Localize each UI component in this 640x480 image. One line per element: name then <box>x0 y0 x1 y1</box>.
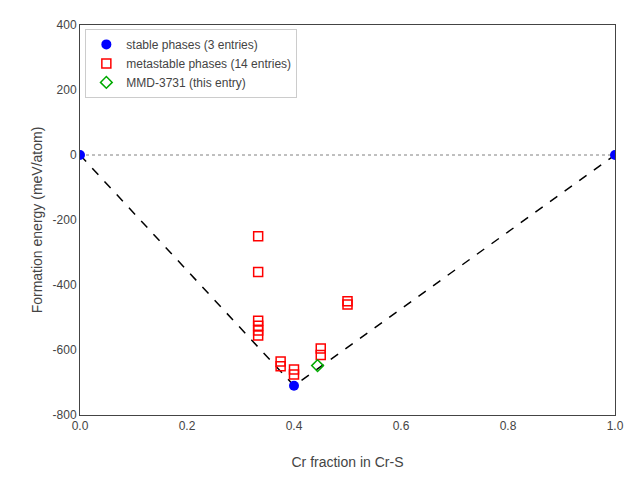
svg-text:0.4: 0.4 <box>286 419 303 433</box>
svg-text:Formation energy (meV/atom): Formation energy (meV/atom) <box>29 127 45 314</box>
svg-text:1.0: 1.0 <box>607 419 624 433</box>
svg-text:0.8: 0.8 <box>500 419 517 433</box>
svg-text:0: 0 <box>70 148 77 162</box>
svg-text:Cr fraction in Cr-S: Cr fraction in Cr-S <box>291 454 403 470</box>
svg-text:MMD-3731 (this entry): MMD-3731 (this entry) <box>126 76 245 90</box>
svg-text:200: 200 <box>57 83 77 97</box>
svg-text:0.6: 0.6 <box>393 419 410 433</box>
svg-text:0.0: 0.0 <box>72 419 89 433</box>
svg-text:-800: -800 <box>53 408 77 422</box>
svg-text:-200: -200 <box>53 213 77 227</box>
svg-text:metastable phases (14 entries): metastable phases (14 entries) <box>126 57 291 71</box>
svg-text:0.2: 0.2 <box>179 419 196 433</box>
svg-text:-400: -400 <box>53 278 77 292</box>
svg-text:-600: -600 <box>53 343 77 357</box>
svg-text:400: 400 <box>57 18 77 32</box>
svg-text:stable phases (3 entries): stable phases (3 entries) <box>126 38 257 52</box>
